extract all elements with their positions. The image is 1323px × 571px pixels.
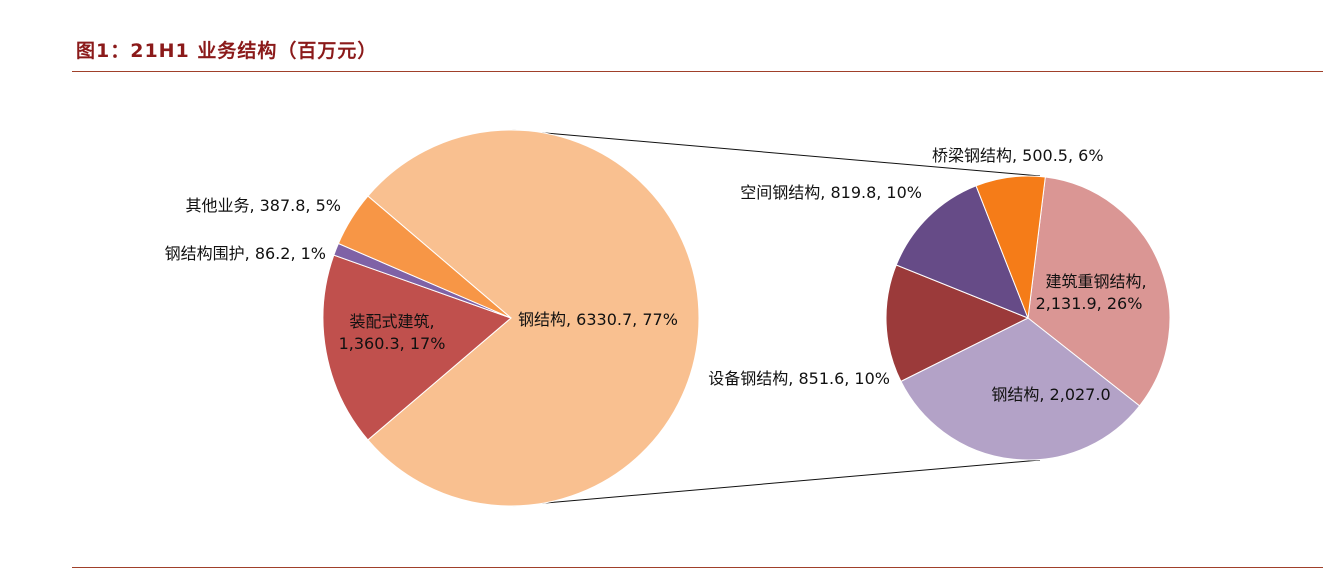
breakout-pie-slice-3 [895,185,1029,319]
breakout-slice-label-heavy-line2: 2,131.9, 26% [1036,294,1143,313]
bottom-rule [72,567,1323,568]
breakout-pie-slice-1 [900,317,1141,461]
main-slice-label-prefab-line1: 装配式建筑, [349,312,434,331]
main-slice-label-other: 其他业务, 387.8, 5% [185,196,341,215]
main-slice-label-prefab-line2: 1,360.3, 17% [339,334,446,353]
slice-labels: 钢结构, 6330.7, 77% 装配式建筑, 1,360.3, 17% 钢结构… [165,146,1147,404]
breakout-slice-label-bridge: 桥梁钢结构, 500.5, 6% [932,146,1104,165]
breakout-pie [885,175,1171,461]
breakout-slice-label-heavy-line1: 建筑重钢结构, [1045,272,1146,291]
breakout-pie-slice-0 [1027,176,1171,407]
connector-line-top [510,129,1041,177]
main-pie [322,129,700,507]
figure-title: 图1：21H1 业务结构（百万元） [76,40,378,62]
top-rule [72,71,1323,72]
breakout-slice-label-equipment: 设备钢结构, 851.6, 10% [708,369,890,388]
breakout-slice-label-steel: 钢结构, 2,027.0 [991,385,1110,404]
main-slice-label-enclosure: 钢结构围护, 86.2, 1% [165,244,326,263]
main-pie-slice-3 [337,195,512,319]
breakout-pie-slice-2 [885,264,1030,383]
connector-lines [510,129,1041,507]
connector-line-bottom [510,459,1041,507]
main-pie-slice-0 [367,129,700,507]
breakout-pie-slice-4 [975,175,1046,319]
main-slice-label-steel: 钢结构, 6330.7, 77% [518,310,678,329]
breakout-slice-label-spatial: 空间钢结构, 819.8, 10% [740,183,922,202]
